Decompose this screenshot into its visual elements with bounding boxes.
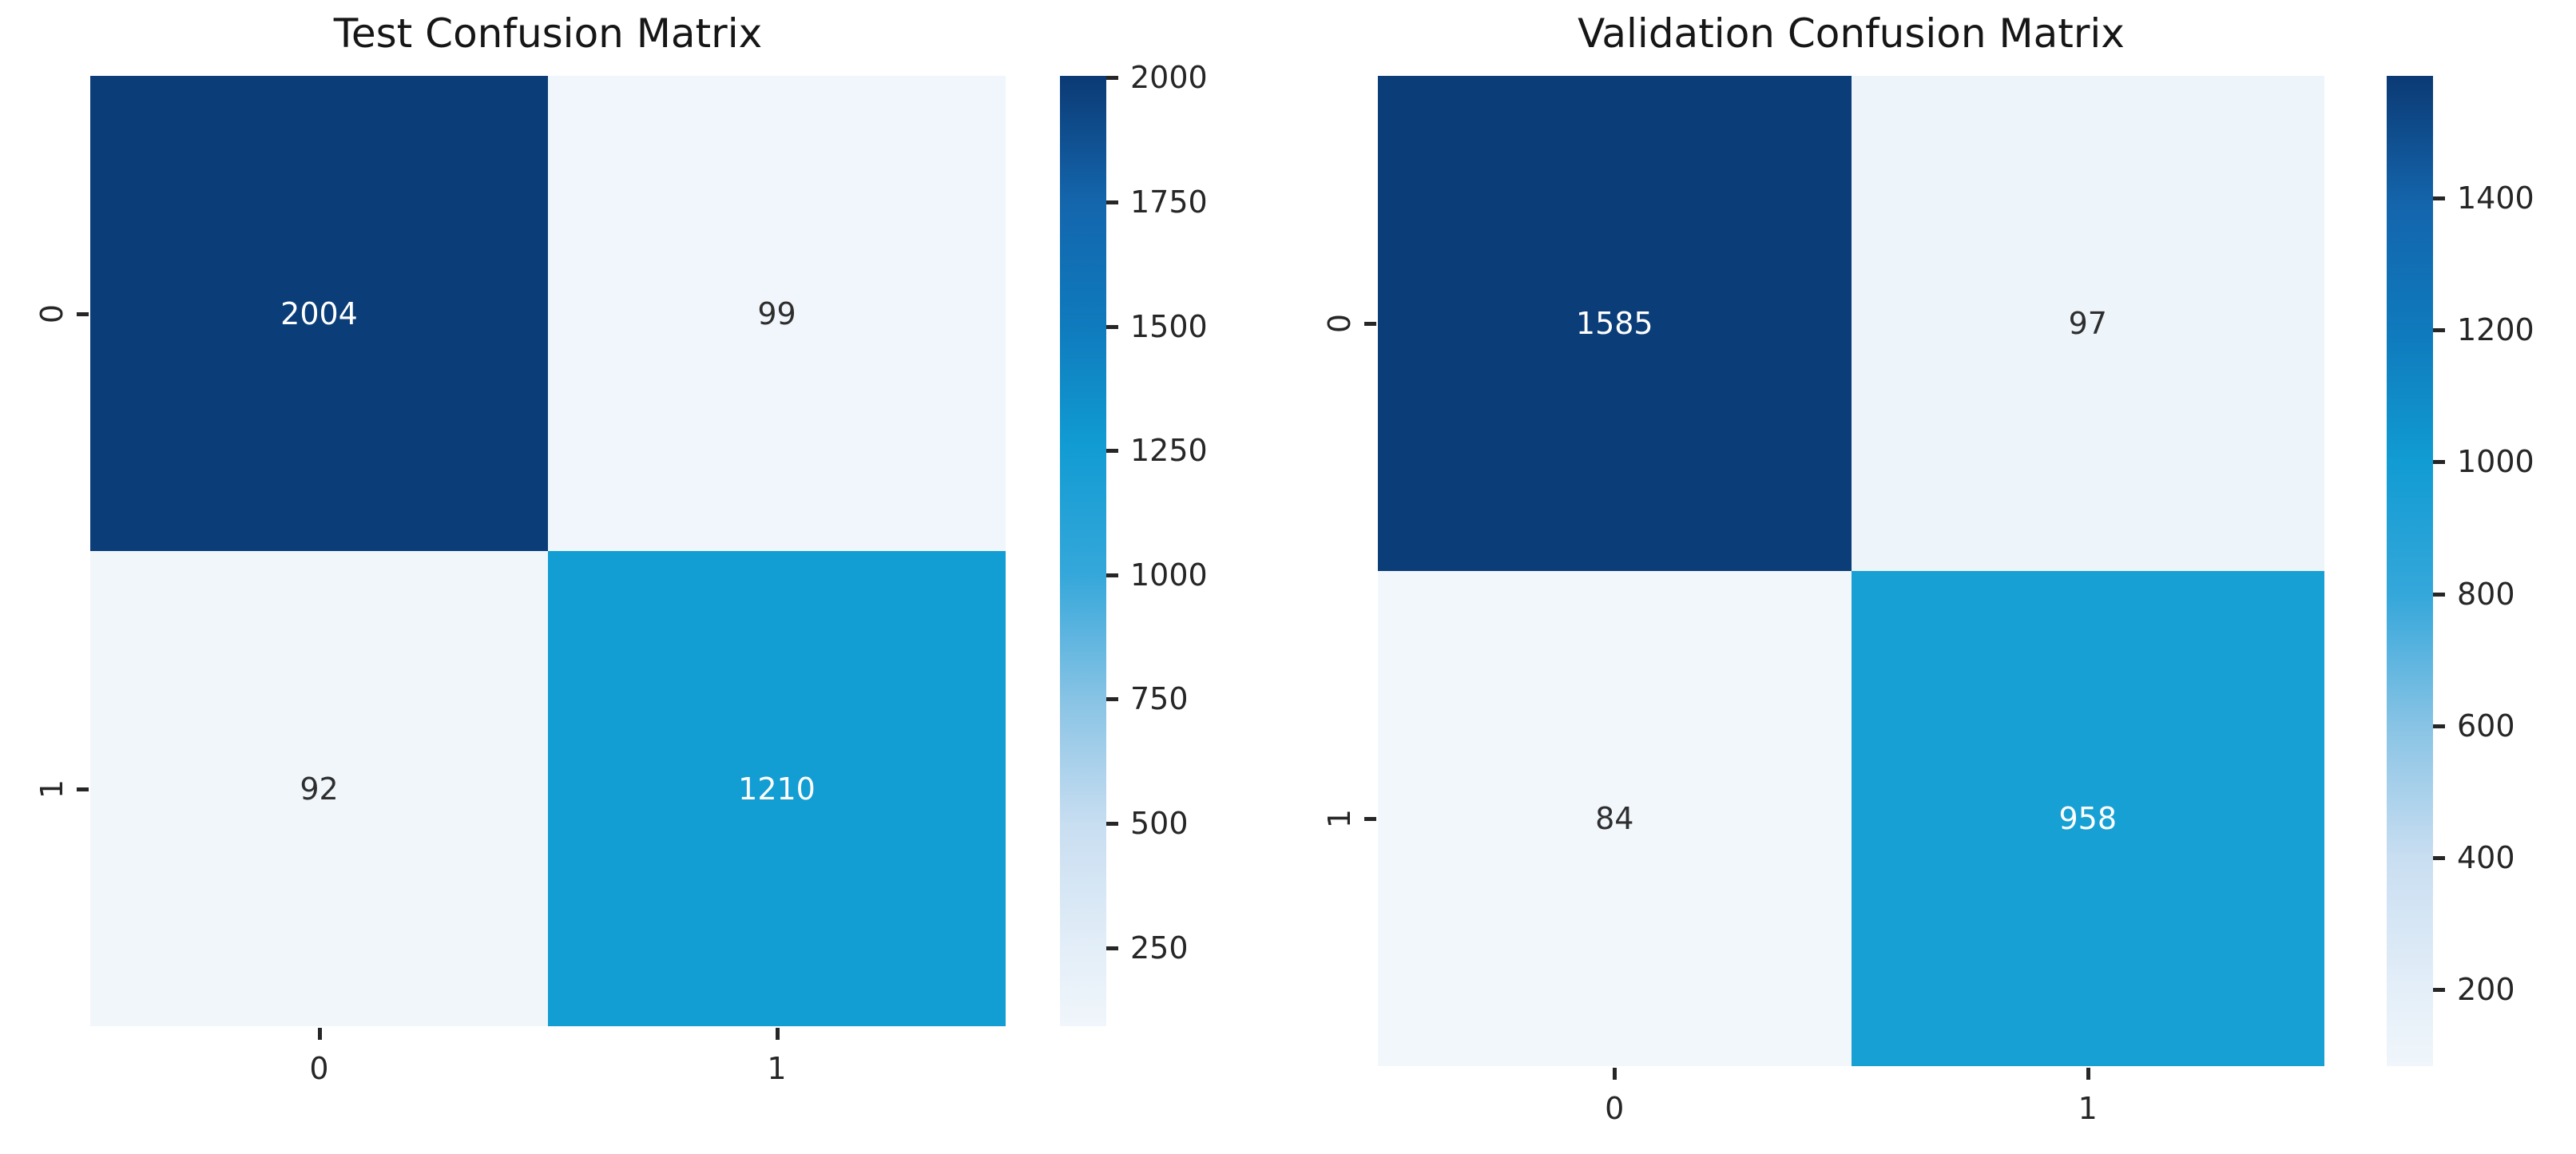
colorbar-tick-label: 1000 xyxy=(2457,444,2534,480)
cell-value: 84 xyxy=(1595,801,1634,836)
x-tick-label: 1 xyxy=(767,1051,787,1086)
colorbar-tick-label: 400 xyxy=(2457,839,2515,875)
colorbar-tick-label: 2000 xyxy=(1130,60,1208,96)
colorbar-tick-label: 1400 xyxy=(2457,180,2534,216)
colorbar-axis: 200 400 600 800 1000 1200 1400 xyxy=(2433,76,2576,1066)
colorbar-tick-label: 1200 xyxy=(2457,312,2534,348)
colorbar-gradient xyxy=(2387,76,2433,1066)
matrix-cell-r1c1: 958 xyxy=(1851,571,2324,1066)
x-tick-mark xyxy=(317,1028,322,1040)
x-tick-label: 0 xyxy=(1605,1091,1625,1126)
colorbar-tick-label: 500 xyxy=(1130,806,1189,842)
y-tick-mark xyxy=(77,311,89,316)
colorbar-tick-label: 1500 xyxy=(1130,308,1208,344)
colorbar-tick-mark xyxy=(1106,449,1118,454)
colorbar-tick-mark xyxy=(1106,697,1118,702)
y-tick-mark xyxy=(1364,322,1376,326)
colorbar-tick-label: 800 xyxy=(2457,576,2515,612)
colorbar-tick-mark xyxy=(2433,855,2445,860)
heatmap-grid: 1585 97 84 958 xyxy=(1378,76,2324,1066)
x-tick-mark xyxy=(2086,1068,2090,1080)
cell-value: 2004 xyxy=(280,295,358,331)
x-tick-label: 1 xyxy=(2078,1091,2098,1126)
colorbar-tick-mark xyxy=(2433,592,2445,597)
y-tick-mark xyxy=(1364,817,1376,821)
colorbar-tick-label: 1250 xyxy=(1130,433,1208,469)
cell-value: 1585 xyxy=(1575,306,1653,341)
cell-value: 958 xyxy=(2058,801,2118,836)
x-tick-label: 0 xyxy=(309,1051,329,1086)
colorbar-tick-label: 750 xyxy=(1130,681,1189,717)
colorbar-tick-label: 200 xyxy=(2457,972,2515,1008)
y-tick-label: 1 xyxy=(1321,808,1357,829)
colorbar-tick-mark xyxy=(1106,822,1118,827)
colorbar-tick-label: 600 xyxy=(2457,708,2515,744)
x-tick-mark xyxy=(1613,1068,1617,1080)
cell-value: 99 xyxy=(757,295,796,331)
colorbar-tick-mark xyxy=(2433,328,2445,333)
x-tick-mark xyxy=(775,1028,780,1040)
colorbar-tick-label: 1750 xyxy=(1130,184,1208,220)
colorbar-tick-mark xyxy=(2433,460,2445,465)
matrix-cell-r1c1: 1210 xyxy=(548,551,1006,1026)
colorbar-tick-mark xyxy=(2433,196,2445,200)
matrix-cell-r0c1: 97 xyxy=(1851,76,2324,571)
matrix-cell-r1c0: 84 xyxy=(1378,571,1852,1066)
colorbar-axis: 250 500 750 1000 1250 1500 1750 2000 xyxy=(1106,62,1282,1026)
plot-title: Validation Confusion Matrix xyxy=(1578,10,2125,57)
colorbar-tick-mark xyxy=(1106,946,1118,950)
matrix-cell-r1c0: 92 xyxy=(90,551,548,1026)
y-tick-label: 0 xyxy=(1321,313,1357,334)
colorbar-tick-label: 250 xyxy=(1130,930,1189,966)
colorbar-tick-mark xyxy=(1106,573,1118,577)
colorbar-tick-mark xyxy=(1106,76,1118,81)
cell-value: 92 xyxy=(300,771,339,807)
heatmap-grid: 2004 99 92 1210 xyxy=(90,76,1006,1026)
matrix-cell-r0c0: 2004 xyxy=(90,76,548,551)
cell-value: 1210 xyxy=(738,771,816,807)
colorbar-tick-mark xyxy=(1106,200,1118,205)
colorbar-gradient xyxy=(1060,76,1106,1026)
colorbar-tick-mark xyxy=(1106,324,1118,329)
plot-title: Test Confusion Matrix xyxy=(333,10,763,57)
colorbar-tick-mark xyxy=(2433,988,2445,993)
colorbar-tick-mark xyxy=(2433,724,2445,728)
colorbar-tick-label: 1000 xyxy=(1130,557,1208,593)
matrix-cell-r0c0: 1585 xyxy=(1378,76,1852,571)
y-tick-mark xyxy=(77,787,89,791)
cell-value: 97 xyxy=(2068,306,2107,341)
matrix-cell-r0c1: 99 xyxy=(548,76,1006,551)
